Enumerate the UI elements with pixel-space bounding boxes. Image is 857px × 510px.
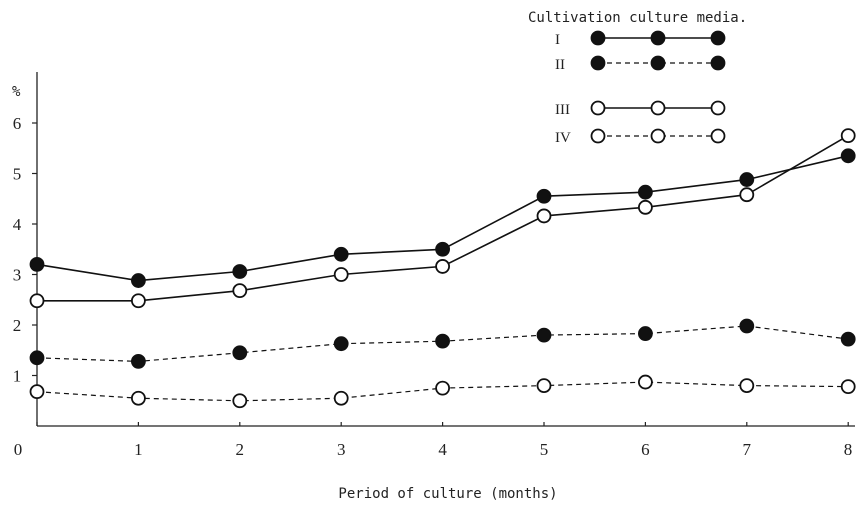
y-axis-unit: % [12,84,21,100]
data-point [130,353,146,369]
data-point [333,246,349,262]
legend-label: I [555,32,560,48]
axes: 1 2 3 4 5 6 0 1 2 3 4 5 6 7 8 [13,72,855,459]
data-point [232,283,248,299]
x-tick-label: 0 [14,440,23,459]
x-tick-label: 2 [236,440,245,459]
data-point [840,148,856,164]
x-tick-label: 4 [438,440,447,459]
y-tick-label: 4 [13,215,22,234]
series-I [29,148,856,288]
data-point [333,336,349,352]
series-II [29,318,856,369]
data-point [840,331,856,347]
legend-marker [590,30,606,46]
data-point [536,378,552,394]
data-point [435,380,451,396]
data-point [638,184,653,200]
data-point [739,187,755,203]
data-point [536,327,552,343]
data-point [232,264,248,279]
data-point [232,345,248,361]
legend-label: III [555,102,570,118]
legend-marker [590,100,606,116]
data-point [130,390,146,406]
series-III [29,128,856,309]
series-IV [29,374,856,409]
data-point [739,378,755,394]
x-tick-label: 3 [337,440,346,459]
data-point [130,273,146,288]
legend-marker [650,55,666,71]
data-point [840,128,856,144]
legend-marker [650,100,666,116]
x-tick-label: 5 [540,440,549,459]
legend-label: IV [555,130,571,146]
data-point [130,293,146,309]
data-point [638,199,653,215]
series-layer [29,128,856,409]
data-point [333,390,349,406]
data-point [638,326,653,341]
legend-marker [590,55,606,71]
y-tick-label: 5 [13,165,22,184]
data-point [638,374,653,390]
y-tick-label: 2 [13,316,22,335]
legend-label: II [555,57,565,73]
data-point [739,318,755,334]
legend-marker [710,128,726,144]
data-point [29,384,45,400]
x-tick-label: 1 [134,440,143,459]
data-point [435,333,451,349]
legend-marker [590,128,606,144]
legend-marker [650,30,666,46]
data-point [29,350,45,366]
data-point [536,188,552,204]
data-point [840,379,856,395]
data-point [333,267,349,282]
x-axis-title: Period of culture (months) [338,486,557,502]
legend-marker [710,30,726,46]
x-tick-label: 7 [743,440,752,459]
data-point [29,293,45,309]
legend-title: Cultivation culture media. [528,10,747,26]
legend-marker [710,55,726,71]
legend-marker [710,100,726,116]
data-point [435,241,451,257]
y-tick-label: 3 [13,266,22,285]
series-line [37,134,849,302]
data-point [29,256,45,272]
x-tick-label: 8 [844,440,853,459]
data-point [232,393,248,409]
y-tick-label: 1 [13,367,22,386]
data-point [739,172,755,187]
x-tick-label: 6 [641,440,650,459]
legend-marker [650,128,666,144]
y-tick-label: 6 [13,114,22,133]
data-point [536,208,552,224]
data-point [435,259,451,274]
